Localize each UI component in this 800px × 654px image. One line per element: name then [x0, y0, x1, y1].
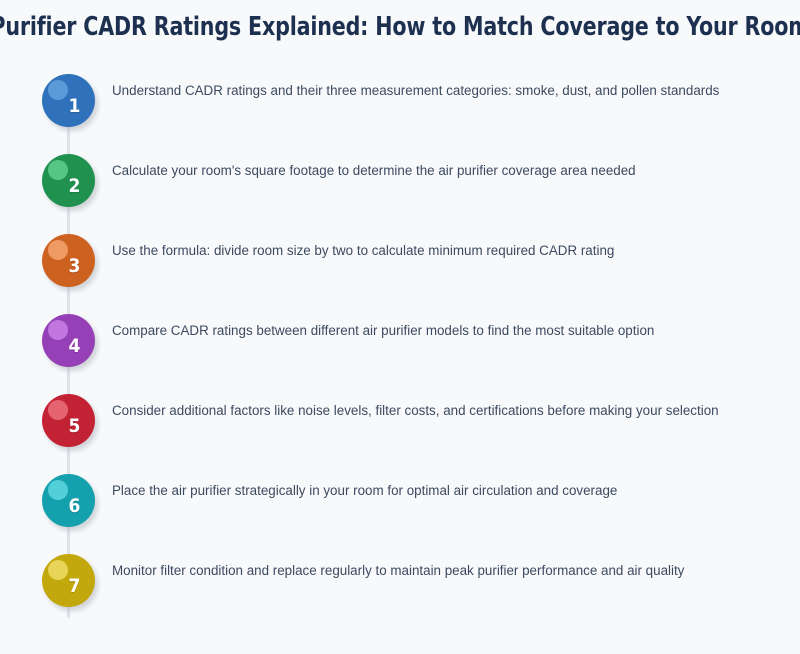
step-number-label: 5: [68, 415, 81, 437]
step-description: Use the formula: divide room size by two…: [112, 243, 615, 258]
step-number-badge[interactable]: 5: [42, 394, 95, 447]
badge-highlight-icon: [48, 560, 68, 580]
step-number-badge[interactable]: 3: [42, 234, 95, 287]
step-number-badge[interactable]: 7: [42, 554, 95, 607]
step-item[interactable]: 5 Consider additional factors like noise …: [0, 384, 800, 464]
step-number-badge[interactable]: 2: [42, 154, 95, 207]
step-description: Consider additional factors like noise l…: [112, 403, 719, 418]
badge-highlight-icon: [48, 400, 68, 420]
step-description: Place the air purifier strategically in …: [112, 483, 618, 498]
badge-highlight-icon: [48, 80, 68, 100]
step-item[interactable]: 6 Place the air purifier strategically in…: [0, 464, 800, 544]
step-item[interactable]: 2 Calculate your room's square footage to…: [0, 144, 800, 224]
title-bar: Purifier CADR Ratings Explained: How to …: [0, 0, 800, 56]
step-number-badge[interactable]: 1: [42, 74, 95, 127]
step-item[interactable]: 7 Monitor filter condition and replace re…: [0, 544, 800, 624]
step-number-badge[interactable]: 4: [42, 314, 95, 367]
step-badge-holder: 5: [0, 384, 112, 464]
step-number-badge[interactable]: 6: [42, 474, 95, 527]
page-title: Purifier CADR Ratings Explained: How to …: [0, 12, 800, 42]
step-description: Compare CADR ratings between different a…: [112, 323, 655, 338]
step-badge-holder: 6: [0, 464, 112, 544]
step-number-label: 1: [68, 95, 81, 117]
step-number-label: 2: [68, 175, 81, 197]
page-title-wrapper: Purifier CADR Ratings Explained: How to …: [0, 12, 800, 42]
step-item[interactable]: 1 Understand CADR ratings and their three…: [0, 64, 800, 144]
step-number-label: 4: [68, 335, 81, 357]
step-item[interactable]: 4 Compare CADR ratings between different …: [0, 304, 800, 384]
step-badge-holder: 3: [0, 224, 112, 304]
step-number-label: 7: [68, 575, 81, 597]
badge-highlight-icon: [48, 240, 68, 260]
step-description: Understand CADR ratings and their three …: [112, 83, 720, 98]
step-badge-holder: 7: [0, 544, 112, 624]
step-number-label: 6: [68, 495, 81, 517]
badge-highlight-icon: [48, 320, 68, 340]
step-item[interactable]: 3 Use the formula: divide room size by tw…: [0, 224, 800, 304]
badge-highlight-icon: [48, 480, 68, 500]
step-badge-holder: 1: [0, 64, 112, 144]
step-description: Calculate your room's square footage to …: [112, 163, 636, 178]
step-badge-holder: 4: [0, 304, 112, 384]
step-description: Monitor filter condition and replace reg…: [112, 563, 685, 578]
step-badge-holder: 2: [0, 144, 112, 224]
badge-highlight-icon: [48, 160, 68, 180]
steps-timeline: 1 Understand CADR ratings and their three…: [0, 56, 800, 654]
step-number-label: 3: [68, 255, 81, 277]
